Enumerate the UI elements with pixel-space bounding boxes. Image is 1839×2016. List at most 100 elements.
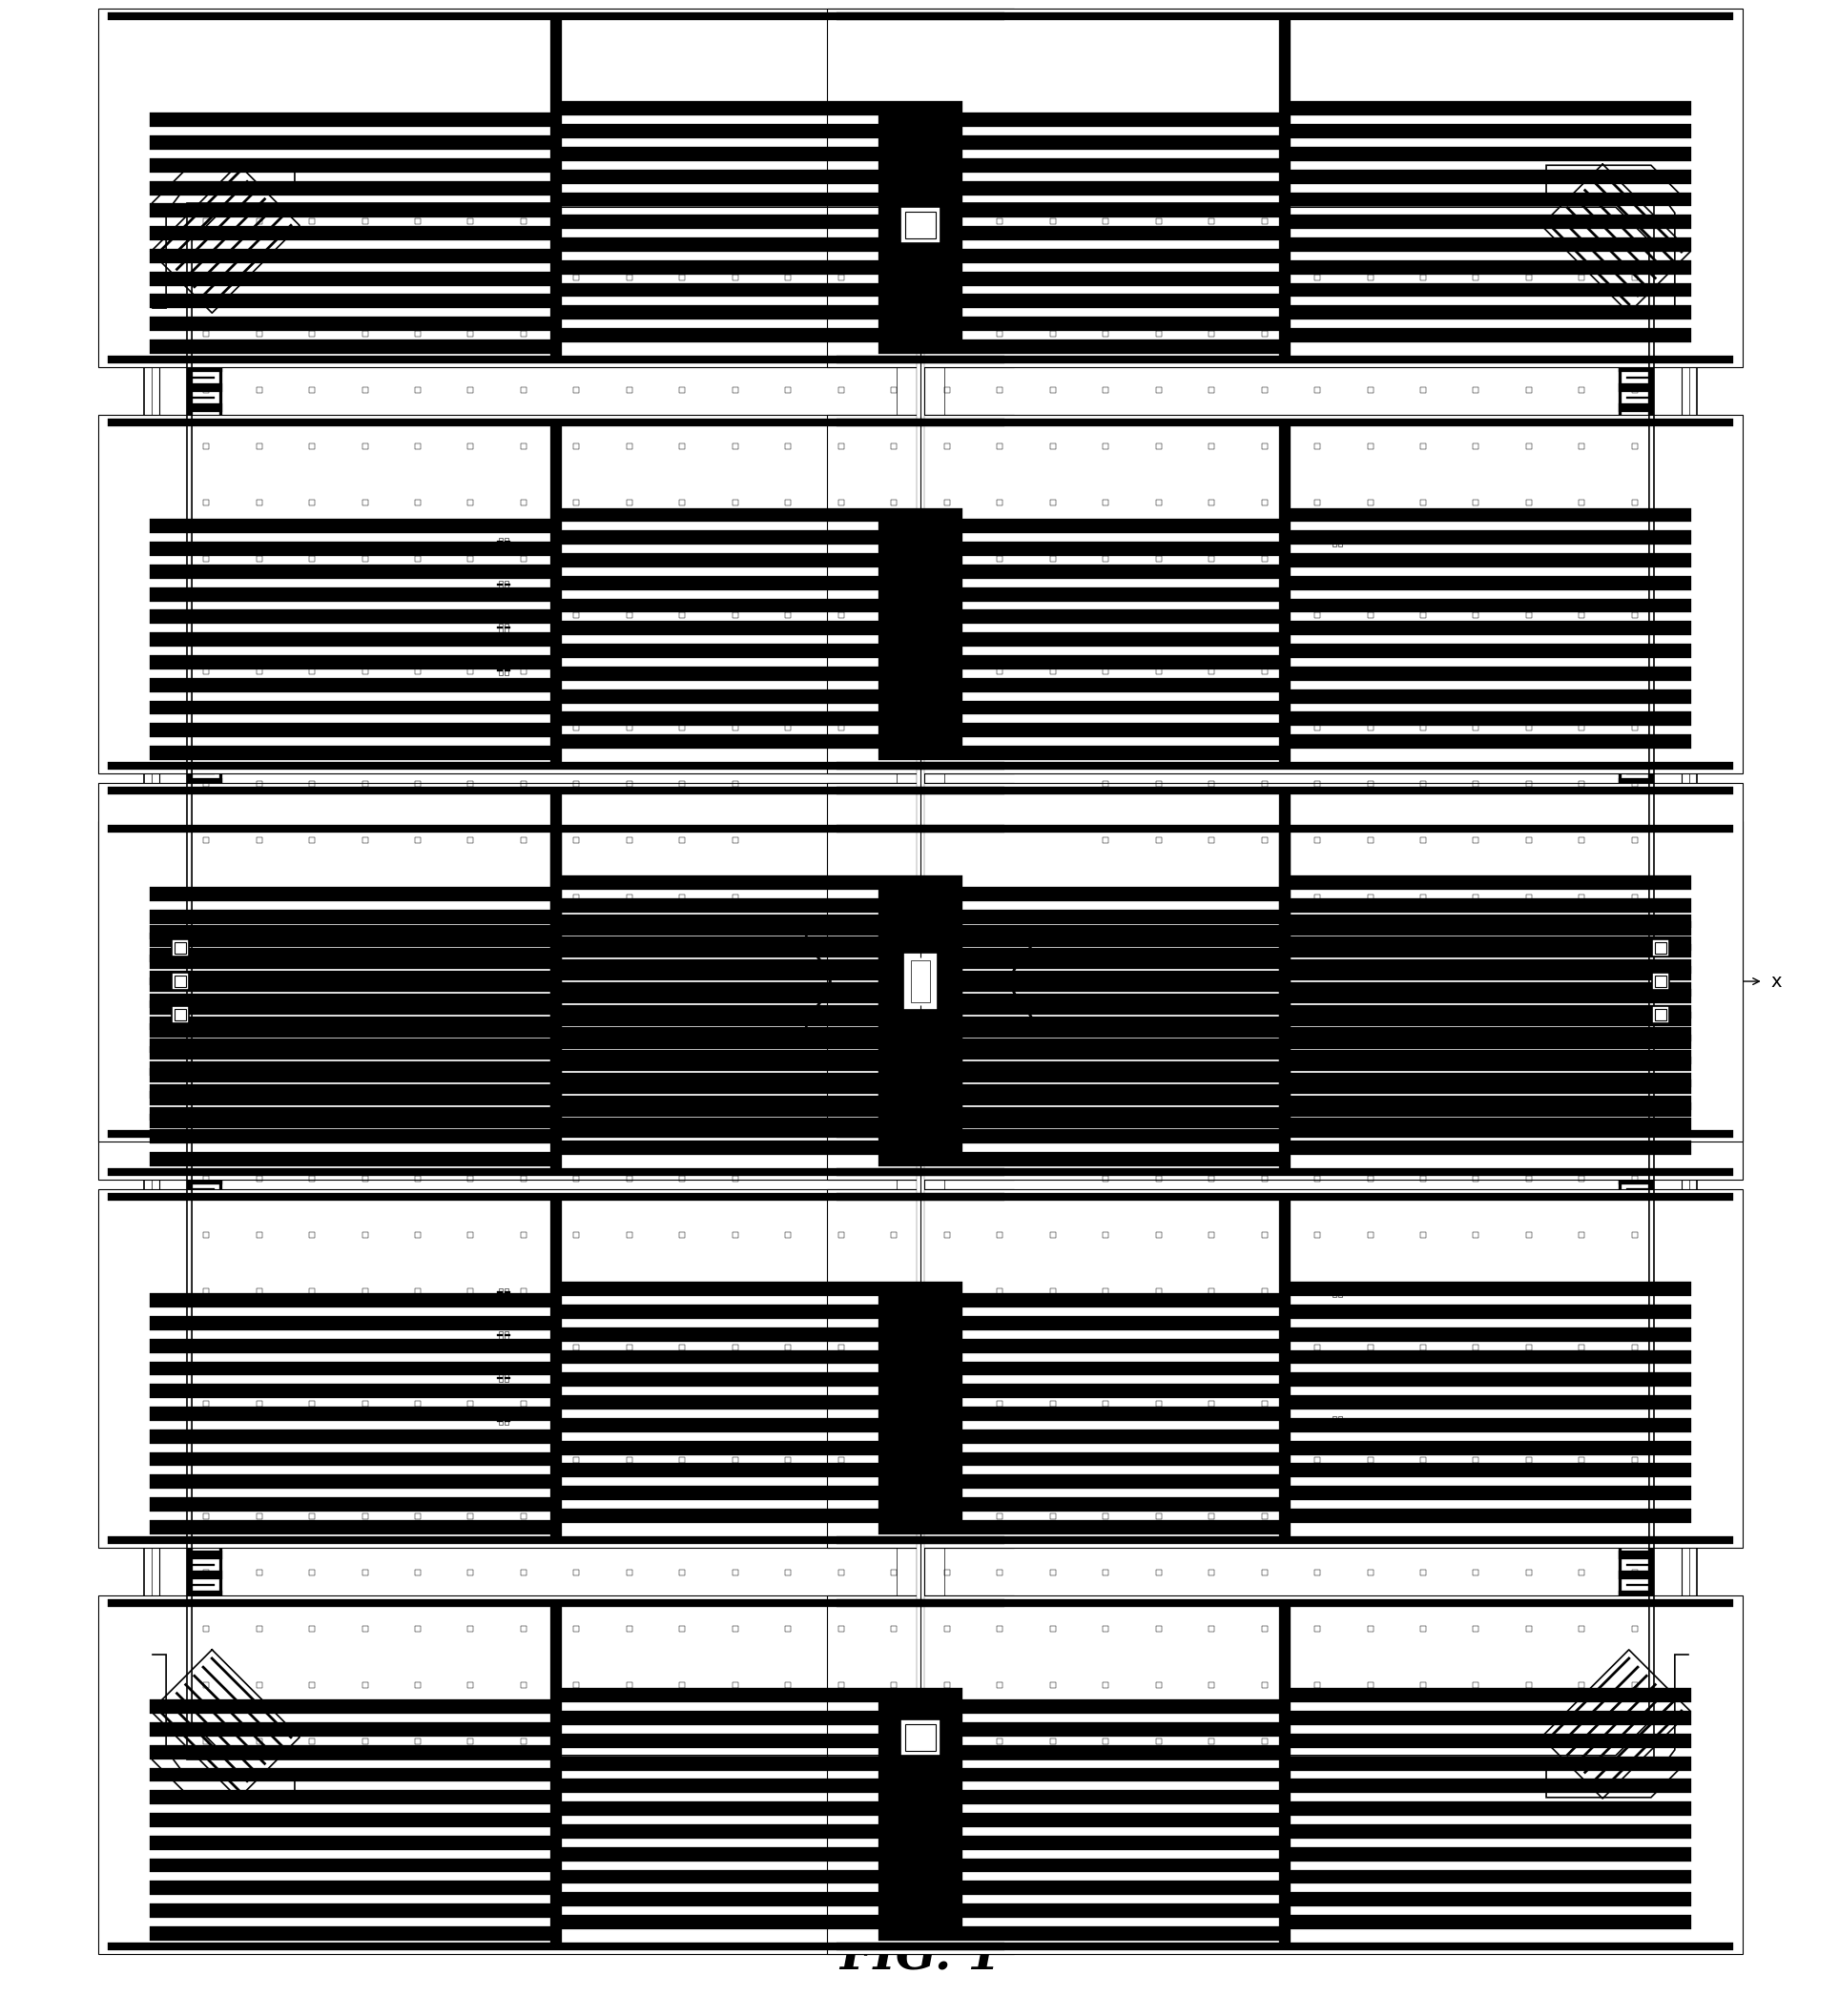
Bar bbox=[1622, 603, 1648, 609]
Bar bbox=[1628, 435, 1648, 437]
Bar bbox=[1618, 1611, 1622, 1639]
Bar bbox=[559, 712, 962, 726]
Bar bbox=[1605, 1728, 1631, 1730]
Bar bbox=[1624, 1730, 1631, 1758]
Bar bbox=[1287, 712, 1690, 726]
Bar bbox=[785, 1738, 791, 1744]
Bar bbox=[704, 1730, 710, 1758]
Bar bbox=[193, 1058, 219, 1066]
Bar bbox=[559, 1073, 962, 1087]
Bar bbox=[1458, 206, 1460, 228]
Bar bbox=[193, 623, 219, 629]
Bar bbox=[1315, 1401, 1320, 1407]
Bar bbox=[1526, 1345, 1532, 1351]
Bar bbox=[219, 1335, 223, 1363]
Bar bbox=[1493, 1736, 1495, 1758]
Bar bbox=[1493, 206, 1495, 228]
Bar bbox=[1605, 206, 1611, 232]
Bar bbox=[193, 1722, 213, 1724]
Bar bbox=[721, 206, 728, 232]
Bar bbox=[193, 1591, 219, 1597]
Bar bbox=[627, 669, 633, 675]
Bar bbox=[1622, 1254, 1648, 1262]
Bar bbox=[1287, 1050, 1690, 1064]
Bar bbox=[327, 1736, 329, 1758]
Bar bbox=[1580, 218, 1585, 224]
Bar bbox=[1552, 1730, 1559, 1758]
Bar bbox=[574, 726, 579, 732]
Bar bbox=[1580, 556, 1585, 562]
Bar bbox=[204, 1514, 210, 1518]
Bar bbox=[193, 871, 213, 873]
Bar bbox=[467, 1401, 473, 1407]
Bar bbox=[879, 1730, 886, 1758]
Bar bbox=[485, 1736, 487, 1758]
Bar bbox=[1526, 1625, 1532, 1631]
Bar bbox=[1628, 950, 1648, 952]
Bar bbox=[1618, 383, 1622, 411]
Bar bbox=[193, 1195, 219, 1202]
Bar bbox=[1008, 1730, 1013, 1758]
Bar bbox=[1622, 1296, 1648, 1302]
Bar bbox=[298, 206, 303, 232]
Bar bbox=[879, 1812, 1282, 1826]
Bar bbox=[1155, 1625, 1162, 1631]
Bar bbox=[1315, 331, 1320, 337]
Bar bbox=[1502, 206, 1508, 232]
Bar bbox=[193, 423, 219, 429]
Bar bbox=[210, 1730, 217, 1758]
Bar bbox=[1155, 1288, 1162, 1294]
Bar bbox=[1431, 1730, 1438, 1758]
Bar bbox=[1618, 522, 1622, 550]
Bar bbox=[828, 1189, 1742, 1548]
Bar bbox=[1622, 780, 1648, 786]
Bar bbox=[627, 782, 633, 786]
Bar bbox=[574, 1625, 579, 1631]
Bar bbox=[1376, 1728, 1403, 1730]
Bar bbox=[309, 1514, 314, 1518]
Bar bbox=[467, 1062, 473, 1068]
Bar bbox=[1622, 877, 1648, 883]
Bar bbox=[627, 500, 633, 506]
Bar bbox=[171, 974, 189, 990]
Bar bbox=[193, 1030, 213, 1032]
Bar bbox=[892, 613, 897, 619]
Bar bbox=[1651, 1006, 1670, 1024]
Bar bbox=[1262, 387, 1267, 393]
Bar bbox=[1050, 1570, 1056, 1574]
Bar bbox=[1024, 232, 1052, 236]
Bar bbox=[892, 726, 897, 732]
Bar bbox=[193, 462, 219, 470]
Bar bbox=[467, 1175, 473, 1181]
Bar bbox=[151, 1068, 554, 1083]
Bar bbox=[256, 1062, 261, 1068]
Bar bbox=[967, 1736, 969, 1758]
Bar bbox=[520, 444, 526, 450]
Bar bbox=[732, 1288, 737, 1294]
Bar bbox=[1622, 919, 1648, 925]
Bar bbox=[1201, 1728, 1227, 1730]
Bar bbox=[193, 1387, 213, 1389]
Bar bbox=[943, 1738, 949, 1744]
Bar bbox=[520, 1401, 526, 1407]
Bar bbox=[265, 206, 272, 232]
Bar bbox=[256, 331, 261, 337]
Bar bbox=[1464, 206, 1471, 232]
Bar bbox=[151, 909, 554, 923]
Bar bbox=[550, 790, 555, 1133]
Bar bbox=[256, 500, 261, 506]
Bar bbox=[1622, 246, 1648, 252]
Bar bbox=[309, 556, 314, 562]
Bar bbox=[193, 1710, 219, 1716]
Bar bbox=[879, 206, 886, 232]
Bar bbox=[839, 1625, 844, 1631]
Bar bbox=[879, 1129, 1282, 1143]
Bar bbox=[193, 1236, 219, 1242]
Bar bbox=[1618, 542, 1622, 571]
Bar bbox=[1008, 232, 1034, 236]
Bar bbox=[511, 206, 517, 232]
Bar bbox=[191, 1728, 219, 1730]
Bar bbox=[1331, 538, 1337, 546]
Bar bbox=[1078, 1730, 1085, 1758]
Bar bbox=[1618, 1393, 1622, 1421]
